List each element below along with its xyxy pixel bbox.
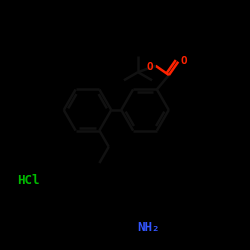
- Text: O: O: [147, 62, 154, 72]
- Text: NH₂: NH₂: [138, 221, 160, 234]
- Text: HCl: HCl: [18, 174, 40, 186]
- Text: O: O: [180, 56, 187, 66]
